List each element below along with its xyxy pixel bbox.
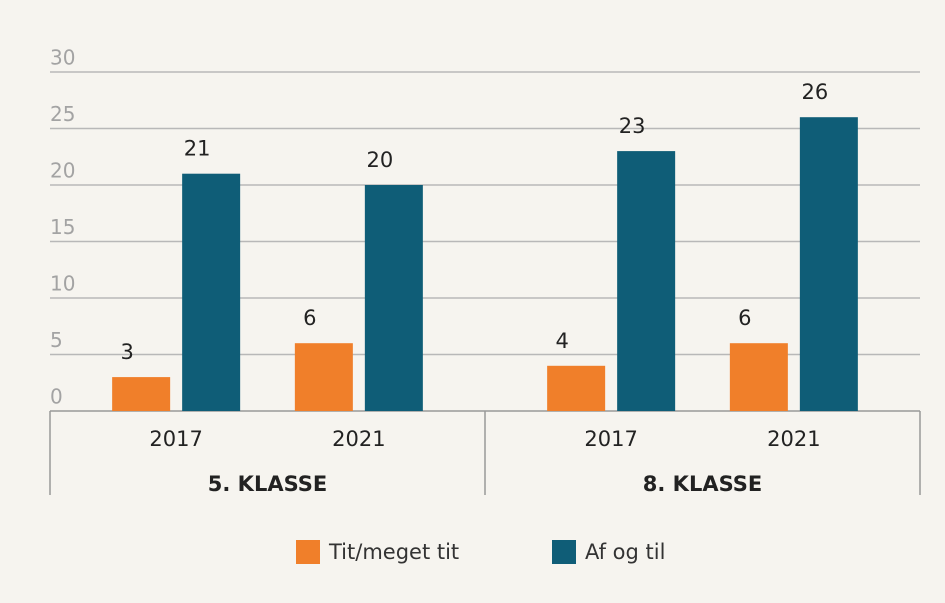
data-label: 6 [738,306,751,330]
legend-label: Tit/meget tit [328,540,459,564]
data-label: 26 [801,80,828,104]
legend-label: Af og til [585,540,665,564]
data-label: 3 [120,340,133,364]
data-label: 23 [619,114,646,138]
x-tick-label: 2017 [584,427,637,451]
y-tick-label: 20 [50,159,75,183]
bar [617,151,676,411]
x-tick-label: 2021 [332,427,385,451]
x-tick-label: 2021 [767,427,820,451]
x-tick-label: 2017 [149,427,202,451]
y-tick-label: 30 [50,46,75,70]
data-label: 21 [184,137,211,161]
bar [547,365,606,411]
group-label: 5. KLASSE [208,472,327,496]
y-tick-label: 0 [50,385,63,409]
y-tick-label: 5 [50,328,63,352]
bar [729,343,788,411]
bar [182,173,241,411]
y-tick-label: 15 [50,215,75,239]
data-label: 4 [555,329,568,353]
data-label: 6 [303,306,316,330]
group-label: 8. KLASSE [643,472,762,496]
data-label: 20 [366,148,393,172]
y-tick-label: 10 [50,272,75,296]
legend-swatch [552,540,576,564]
legend-swatch [296,540,320,564]
bar [112,377,171,411]
y-tick-label: 25 [50,102,75,126]
bar [294,343,353,411]
bar [799,117,858,411]
bar [364,185,423,411]
